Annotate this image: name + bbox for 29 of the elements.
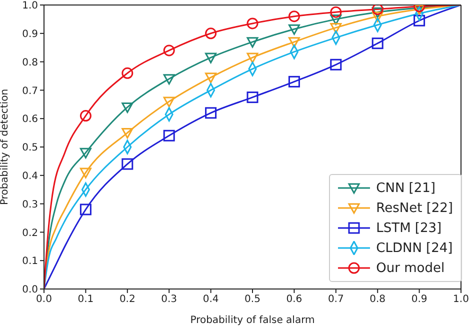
- x-tick-label: 0.0: [36, 294, 52, 306]
- y-tick-label: 1.0: [22, 0, 38, 12]
- x-tick-label: 0.1: [78, 294, 94, 306]
- x-axis-title: Probability of false alarm: [190, 315, 315, 326]
- x-tick-label: 0.9: [411, 294, 428, 306]
- legend-label: ResNet [22]: [376, 200, 453, 216]
- y-tick-label: 0.7: [22, 86, 38, 97]
- legend-label: LSTM [23]: [376, 220, 442, 236]
- legend-label: Our model: [376, 260, 445, 276]
- y-tick-label: 0.9: [22, 28, 38, 40]
- x-tick-label: 0.5: [244, 294, 260, 306]
- y-tick-label: 0.1: [22, 256, 38, 268]
- x-tick-label: 0.3: [161, 294, 178, 306]
- y-tick-label: 0.2: [22, 228, 38, 239]
- x-tick-label: 1.0: [453, 294, 469, 306]
- x-tick-label: 0.8: [370, 294, 386, 306]
- y-tick-label: 0.8: [22, 57, 38, 68]
- y-tick-label: 0.4: [22, 170, 38, 182]
- y-tick-label: 0.0: [22, 284, 38, 296]
- y-tick-label: 0.6: [22, 114, 38, 126]
- x-tick-label: 0.2: [119, 294, 136, 306]
- y-tick-label: 0.5: [22, 142, 38, 154]
- x-tick-label: 0.6: [286, 294, 302, 306]
- y-tick-label: 0.3: [22, 199, 38, 210]
- legend-label: CLDNN [24]: [376, 240, 453, 256]
- legend-label: CNN [21]: [376, 180, 436, 196]
- y-axis-title: Probability of detection: [0, 88, 11, 206]
- x-tick-label: 0.4: [202, 294, 219, 306]
- x-tick-label: 0.7: [328, 294, 344, 306]
